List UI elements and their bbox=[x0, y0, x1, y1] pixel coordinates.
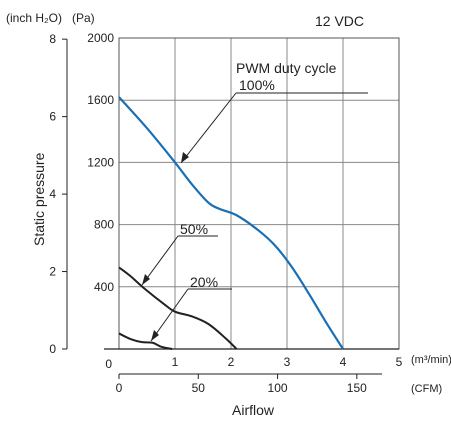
y-secondary-tick-label: 0 bbox=[49, 342, 56, 356]
y-primary-tick-label: 400 bbox=[94, 280, 114, 294]
y-axis-title: Static pressure bbox=[31, 152, 47, 246]
y-secondary-tick-label: 2 bbox=[49, 265, 56, 279]
grid-lines bbox=[119, 38, 399, 349]
y-primary-tick-label: 2000 bbox=[87, 31, 114, 45]
y-primary-tick-label: 800 bbox=[94, 218, 114, 232]
series-line-100 bbox=[118, 96, 344, 350]
y-secondary-tick-label: 4 bbox=[49, 187, 56, 201]
leader-line-100 bbox=[180, 92, 237, 164]
x-secondary-tick-label: 100 bbox=[268, 381, 288, 395]
y-primary-unit: (Pa) bbox=[72, 11, 95, 25]
annotation-title: PWM duty cycle bbox=[236, 60, 337, 76]
y-secondary-tick-label: 8 bbox=[49, 32, 56, 46]
series-label-20: 20% bbox=[190, 274, 218, 290]
x-secondary-unit: (CFM) bbox=[411, 383, 442, 395]
x-primary-tick-label: 1 bbox=[172, 355, 179, 369]
series-label-100: 100% bbox=[239, 77, 275, 93]
x-primary-unit: (m³/min) bbox=[411, 354, 451, 366]
axes bbox=[62, 37, 400, 379]
x-secondary-tick-label: 50 bbox=[192, 381, 206, 395]
series-line-50 bbox=[118, 266, 238, 350]
x-primary-tick-label: 3 bbox=[284, 355, 291, 369]
x-secondary-tick-label: 0 bbox=[116, 381, 123, 395]
y-primary-tick-label: 1600 bbox=[87, 93, 114, 107]
arrow-head-50 bbox=[142, 274, 150, 285]
series-line-20 bbox=[118, 332, 173, 350]
y-secondary-unit: (inch H₂O) bbox=[6, 11, 62, 25]
arrow-head-100 bbox=[181, 152, 189, 163]
series-label-50: 50% bbox=[180, 221, 208, 237]
arrow-head-20 bbox=[151, 330, 159, 341]
x-primary-tick-label: 2 bbox=[228, 355, 235, 369]
x-secondary-tick-label: 150 bbox=[347, 381, 367, 395]
x-primary-tick-label: 5 bbox=[396, 355, 403, 369]
y-secondary-tick-label: 6 bbox=[49, 110, 56, 124]
chart-title: 12 VDC bbox=[315, 13, 364, 29]
x-axis-title: Airflow bbox=[232, 402, 275, 418]
leader-line-20 bbox=[150, 288, 189, 342]
x-primary-tick-label: 4 bbox=[340, 355, 347, 369]
series-group bbox=[118, 96, 344, 350]
origin-label: 0 bbox=[105, 357, 112, 371]
leader-line-50 bbox=[141, 235, 179, 286]
y-primary-tick-label: 1200 bbox=[87, 155, 114, 169]
